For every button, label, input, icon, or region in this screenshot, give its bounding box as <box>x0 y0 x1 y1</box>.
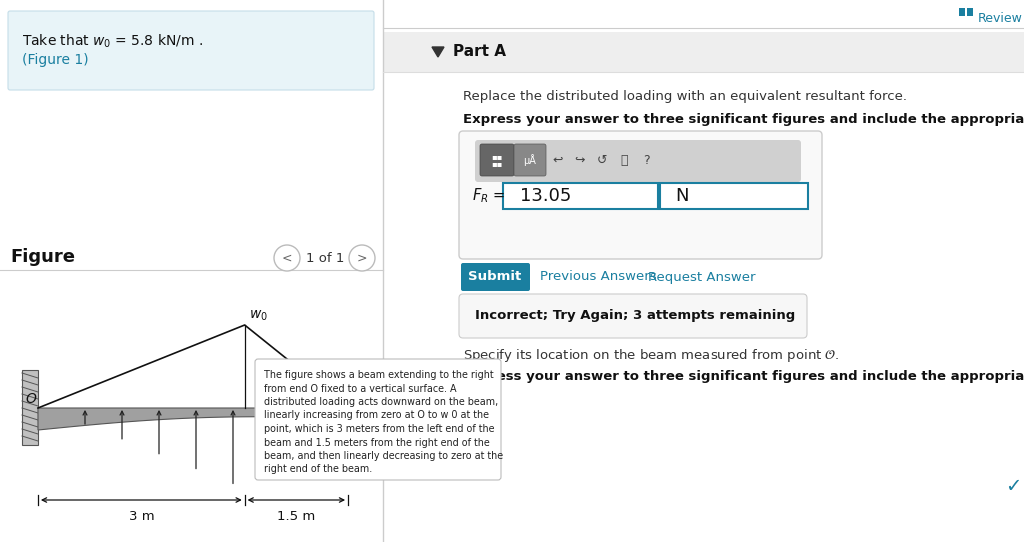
Text: 1.5 m: 1.5 m <box>278 510 315 523</box>
Bar <box>22 370 38 445</box>
Text: (Figure 1): (Figure 1) <box>22 53 89 67</box>
FancyBboxPatch shape <box>503 183 658 209</box>
FancyBboxPatch shape <box>383 32 1024 72</box>
Text: Express your answer to three significant figures and include the appropriate uni: Express your answer to three significant… <box>463 370 1024 383</box>
FancyBboxPatch shape <box>480 144 514 176</box>
Text: N: N <box>675 187 688 205</box>
FancyBboxPatch shape <box>967 8 973 16</box>
Text: distributed loading acts downward on the beam,: distributed loading acts downward on the… <box>264 397 499 407</box>
Text: ⬛: ⬛ <box>621 153 628 166</box>
Text: 13.05: 13.05 <box>520 187 571 205</box>
Text: ↪: ↪ <box>574 153 586 166</box>
Text: Request Answer: Request Answer <box>648 270 756 283</box>
Text: beam and 1.5 meters from the right end of the: beam and 1.5 meters from the right end o… <box>264 437 489 448</box>
Text: Review: Review <box>978 12 1023 25</box>
Text: ?: ? <box>643 153 649 166</box>
Text: right end of the beam.: right end of the beam. <box>264 464 373 474</box>
Text: Specify its location on the beam measured from point $\mathcal{O}$.: Specify its location on the beam measure… <box>463 347 840 364</box>
Text: ✓: ✓ <box>1005 478 1021 496</box>
Polygon shape <box>432 47 444 57</box>
Circle shape <box>349 245 375 271</box>
FancyBboxPatch shape <box>959 8 965 16</box>
Text: Express your answer to three significant figures and include the appropriate uni: Express your answer to three significant… <box>463 113 1024 126</box>
Text: Part A: Part A <box>453 44 506 60</box>
Circle shape <box>274 245 300 271</box>
FancyBboxPatch shape <box>8 11 374 90</box>
FancyBboxPatch shape <box>255 359 501 480</box>
FancyBboxPatch shape <box>459 131 822 259</box>
FancyBboxPatch shape <box>514 144 546 176</box>
Text: from end O fixed to a vertical surface. A: from end O fixed to a vertical surface. … <box>264 384 457 393</box>
Text: Previous Answers: Previous Answers <box>540 270 656 283</box>
FancyBboxPatch shape <box>461 263 530 291</box>
Text: The figure shows a beam extending to the right: The figure shows a beam extending to the… <box>264 370 494 380</box>
Text: Replace the distributed loading with an equivalent resultant force.: Replace the distributed loading with an … <box>463 90 907 103</box>
Text: Take that $w_0$ = 5.8 kN/m .: Take that $w_0$ = 5.8 kN/m . <box>22 33 203 50</box>
Text: 3 m: 3 m <box>129 510 155 523</box>
FancyBboxPatch shape <box>660 183 808 209</box>
Text: ↺: ↺ <box>597 153 607 166</box>
Text: Incorrect; Try Again; 3 attempts remaining: Incorrect; Try Again; 3 attempts remaini… <box>475 309 796 322</box>
Text: <: < <box>282 251 292 264</box>
Text: beam, and then linearly decreasing to zero at the: beam, and then linearly decreasing to ze… <box>264 451 503 461</box>
Text: $O$: $O$ <box>25 392 37 406</box>
Text: linearly increasing from zero at O to w 0 at the: linearly increasing from zero at O to w … <box>264 410 489 421</box>
FancyBboxPatch shape <box>459 294 807 338</box>
Text: point, which is 3 meters from the left end of the: point, which is 3 meters from the left e… <box>264 424 495 434</box>
Text: $F_R$ =: $F_R$ = <box>472 186 505 205</box>
Text: >: > <box>356 251 368 264</box>
Text: Figure: Figure <box>10 248 75 266</box>
Text: 1 of 1: 1 of 1 <box>306 251 344 264</box>
Text: Submit: Submit <box>468 270 521 283</box>
Text: ▪▪
▪▪: ▪▪ ▪▪ <box>492 152 503 169</box>
FancyBboxPatch shape <box>475 140 801 182</box>
Text: $w_0$: $w_0$ <box>249 308 267 323</box>
Text: ↩: ↩ <box>553 153 563 166</box>
Polygon shape <box>38 408 348 430</box>
Text: μÅ: μÅ <box>523 154 537 166</box>
